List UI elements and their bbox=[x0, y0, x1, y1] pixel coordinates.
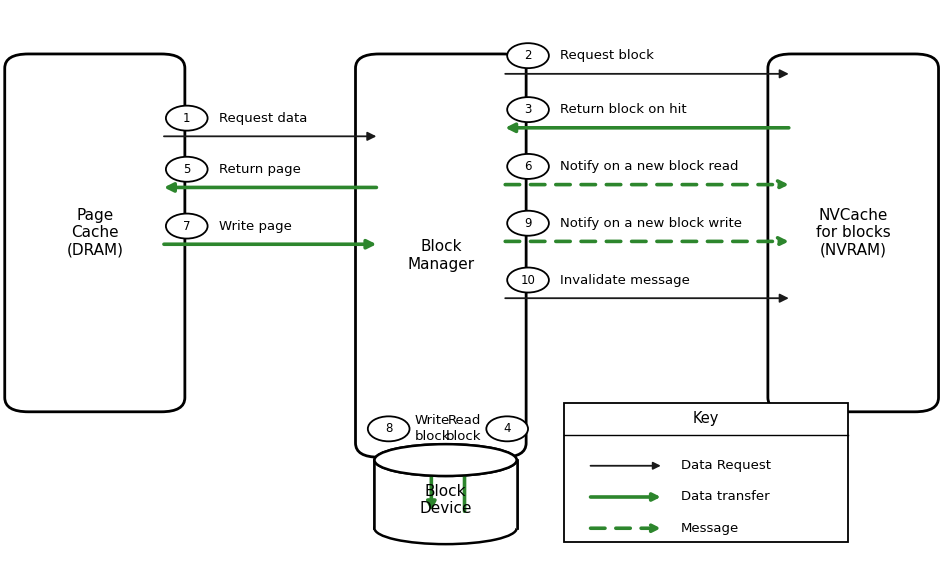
Text: Page
Cache
(DRAM): Page Cache (DRAM) bbox=[66, 208, 123, 258]
Ellipse shape bbox=[374, 444, 517, 476]
Text: Return page: Return page bbox=[219, 163, 301, 176]
Text: Notify on a new block write: Notify on a new block write bbox=[560, 217, 742, 229]
Circle shape bbox=[507, 268, 549, 293]
Text: 10: 10 bbox=[520, 274, 536, 286]
Circle shape bbox=[166, 157, 208, 182]
Text: Request data: Request data bbox=[219, 112, 307, 124]
Text: Return block on hit: Return block on hit bbox=[560, 103, 687, 116]
Text: Key: Key bbox=[693, 411, 720, 427]
Text: Data Request: Data Request bbox=[681, 460, 771, 472]
Polygon shape bbox=[374, 460, 517, 528]
Text: Invalidate message: Invalidate message bbox=[560, 274, 690, 286]
Ellipse shape bbox=[374, 512, 517, 544]
Circle shape bbox=[486, 416, 528, 441]
Circle shape bbox=[507, 154, 549, 179]
Text: NVCache
for blocks
(NVRAM): NVCache for blocks (NVRAM) bbox=[816, 208, 890, 258]
FancyBboxPatch shape bbox=[5, 54, 185, 412]
Text: 7: 7 bbox=[183, 220, 191, 232]
Text: Read
block: Read block bbox=[447, 414, 482, 444]
Circle shape bbox=[166, 214, 208, 239]
Text: Message: Message bbox=[681, 522, 738, 534]
FancyBboxPatch shape bbox=[564, 403, 848, 542]
Text: Write page: Write page bbox=[219, 220, 292, 232]
Text: Block
Manager: Block Manager bbox=[408, 239, 474, 272]
Text: Notify on a new block read: Notify on a new block read bbox=[560, 160, 738, 173]
Text: Data transfer: Data transfer bbox=[681, 491, 769, 503]
Text: 3: 3 bbox=[524, 103, 532, 116]
FancyBboxPatch shape bbox=[356, 54, 526, 457]
Text: 5: 5 bbox=[183, 163, 191, 176]
Text: 6: 6 bbox=[524, 160, 532, 173]
Text: 9: 9 bbox=[524, 217, 532, 229]
Text: Request block: Request block bbox=[560, 49, 654, 62]
Circle shape bbox=[507, 211, 549, 236]
Text: 1: 1 bbox=[183, 112, 191, 124]
Circle shape bbox=[368, 416, 410, 441]
FancyBboxPatch shape bbox=[768, 54, 939, 412]
Circle shape bbox=[507, 97, 549, 122]
Text: 4: 4 bbox=[503, 423, 511, 435]
Text: Write
block: Write block bbox=[414, 414, 449, 444]
Circle shape bbox=[507, 43, 549, 68]
Ellipse shape bbox=[374, 444, 517, 476]
Text: 2: 2 bbox=[524, 49, 532, 62]
Text: Block
Device: Block Device bbox=[419, 483, 472, 516]
Circle shape bbox=[166, 106, 208, 131]
Text: 8: 8 bbox=[385, 423, 392, 435]
